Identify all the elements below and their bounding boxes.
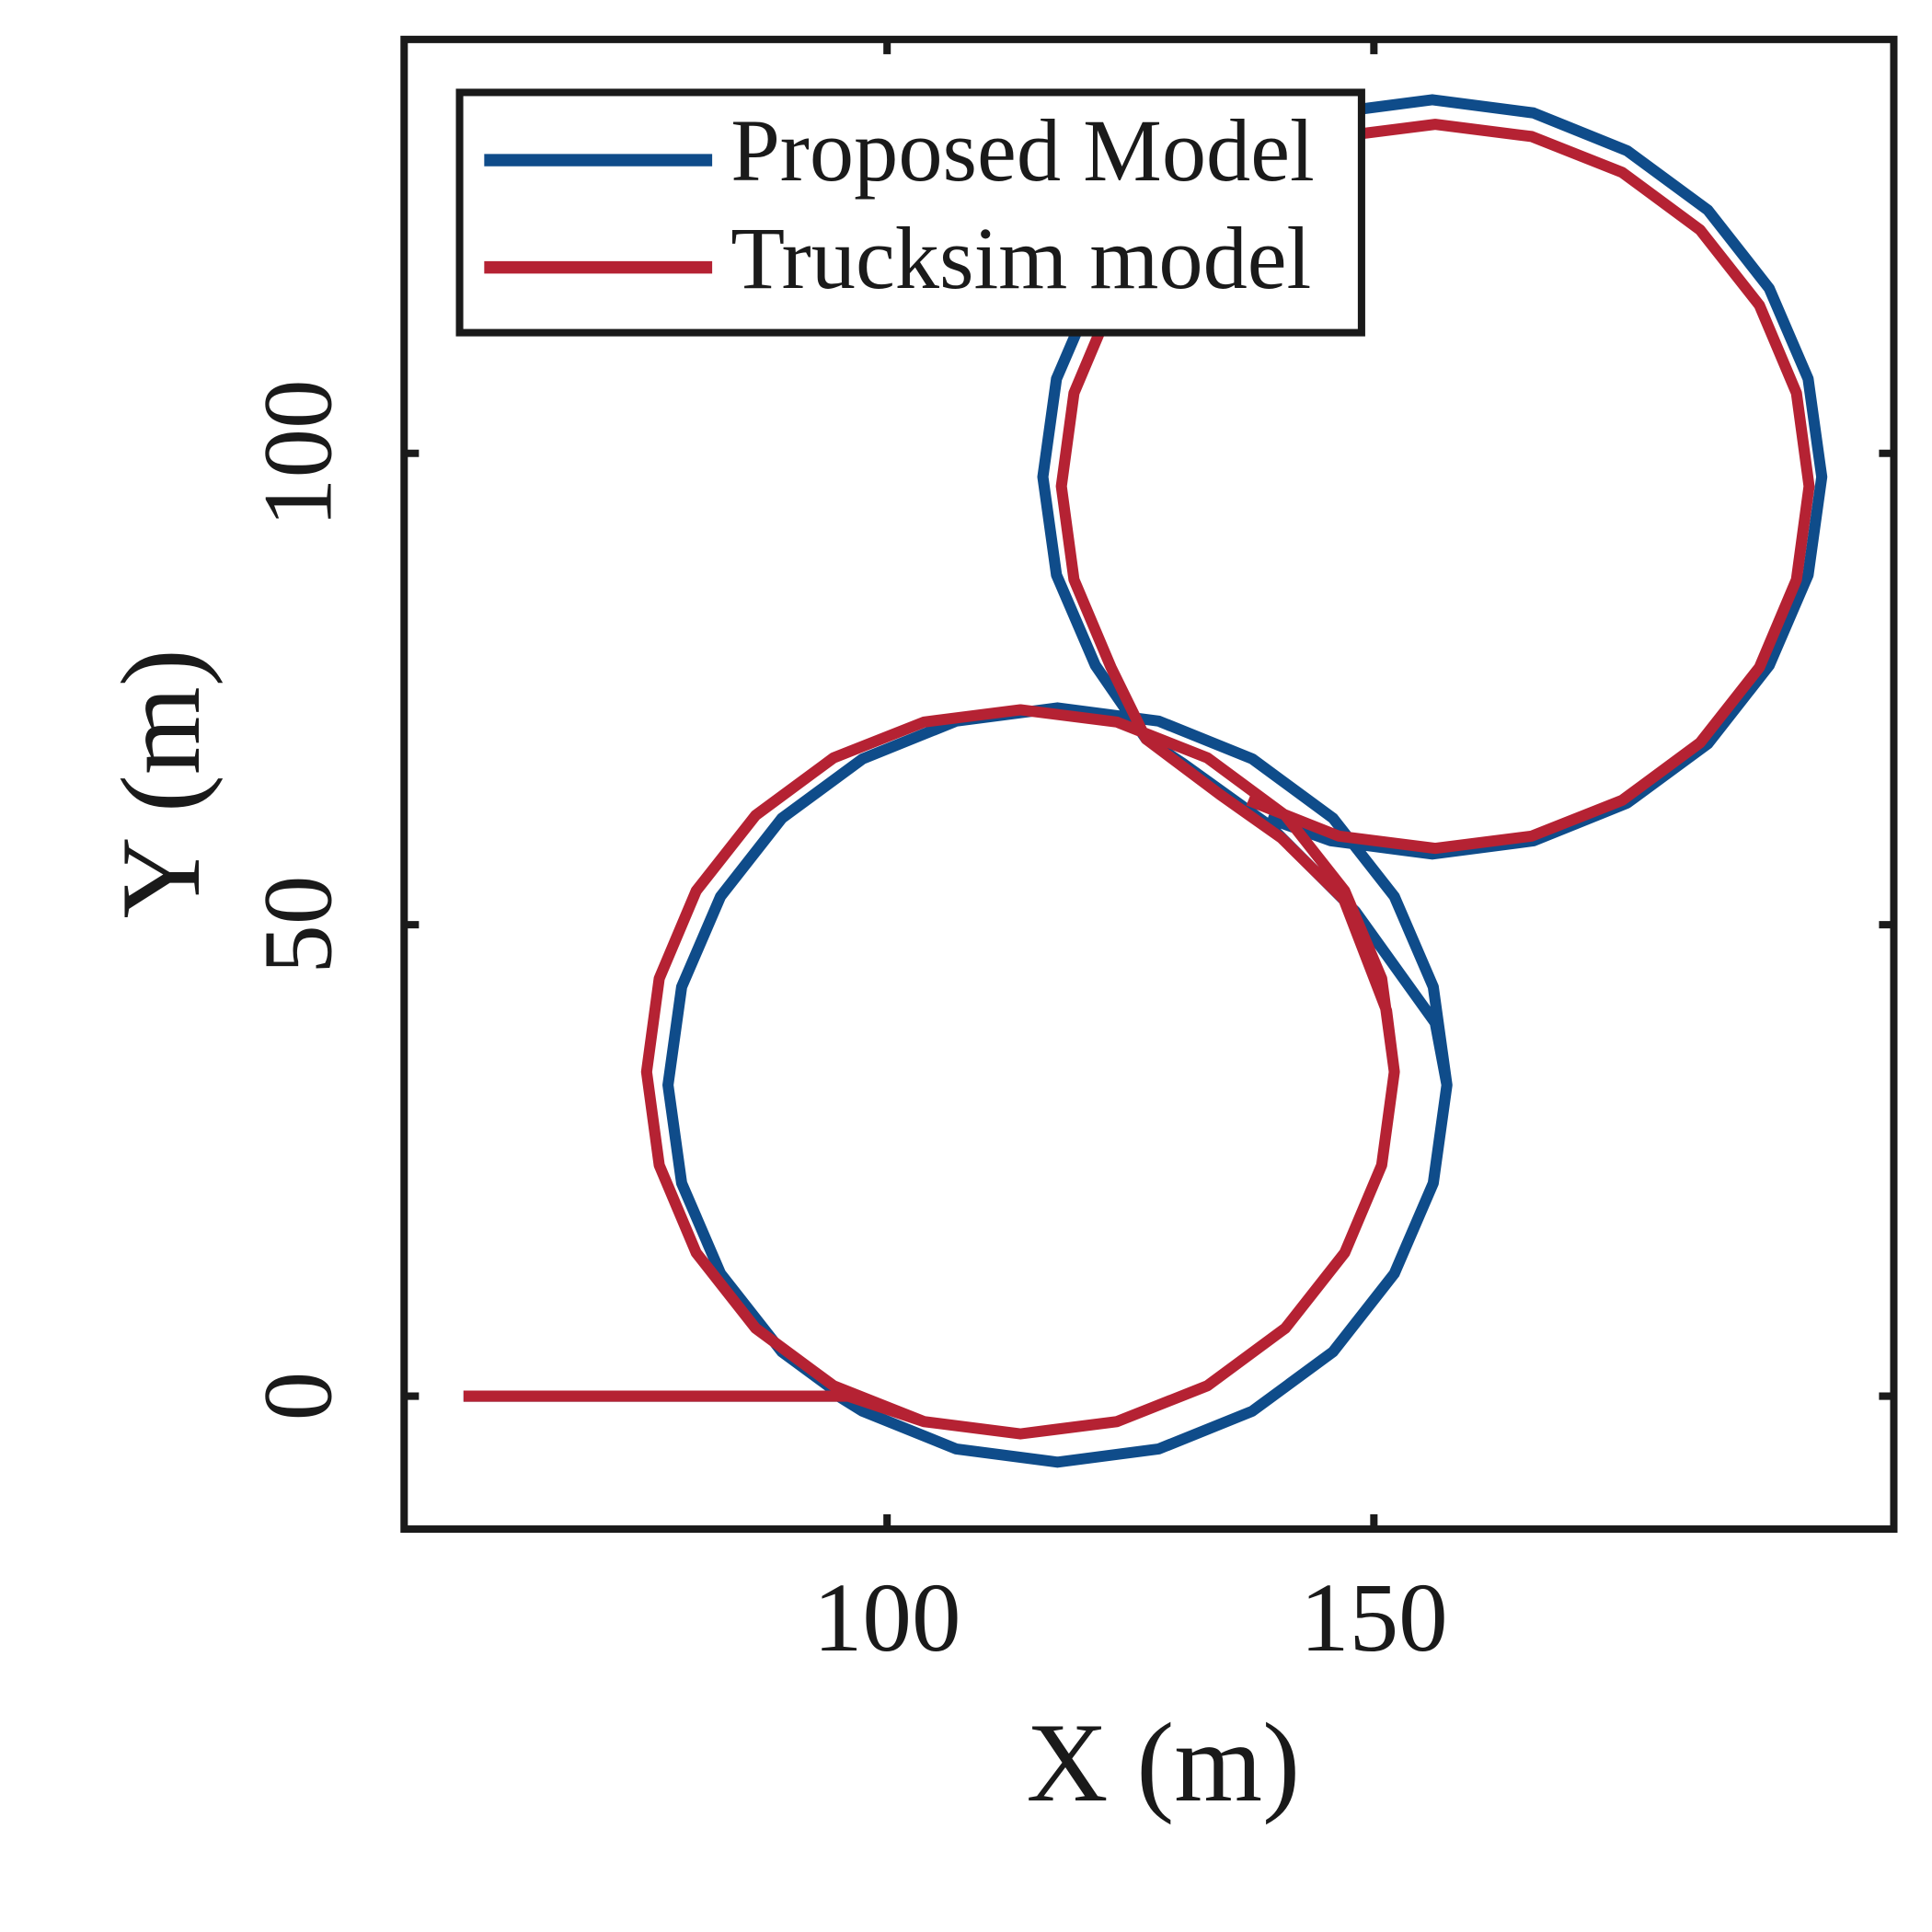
y-tick-label: 0: [244, 1372, 352, 1421]
y-tick-label: 50: [244, 876, 352, 974]
x-tick-label: 150: [1300, 1564, 1448, 1673]
legend-label: Proposed Model: [730, 101, 1315, 200]
axes-box: [400, 35, 1898, 1534]
x-axis-label: X (m): [1026, 1699, 1300, 1825]
y-axis-label: Y (m): [98, 649, 224, 918]
series-line: [463, 119, 1815, 1440]
y-tick-label: 100: [244, 379, 352, 527]
legend-label: Trucksim model: [730, 209, 1311, 307]
legend-box: [455, 88, 1365, 337]
x-tick-label: 100: [813, 1564, 961, 1673]
series-line: [463, 94, 1828, 1468]
